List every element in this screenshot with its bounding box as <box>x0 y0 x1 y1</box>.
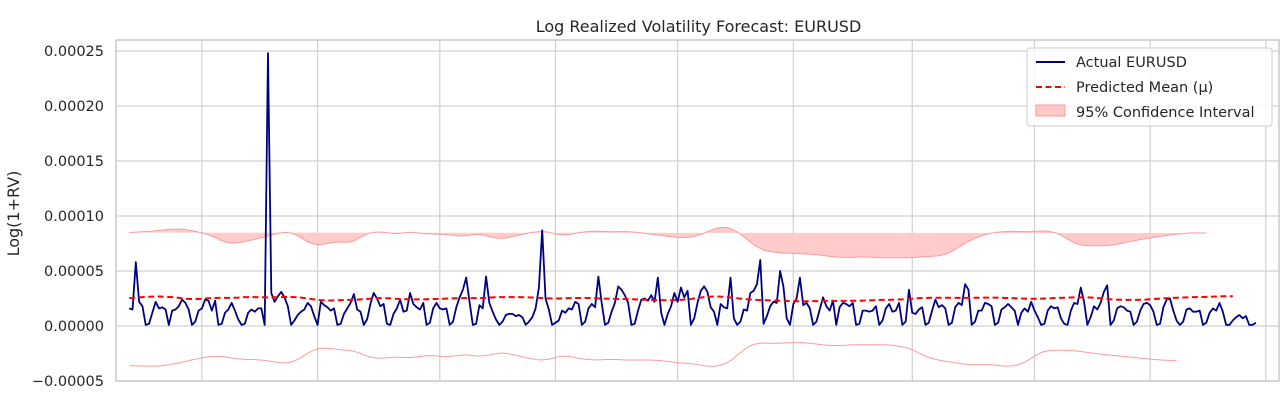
predicted-mean-line <box>129 295 1233 303</box>
legend-box <box>1026 47 1273 127</box>
y-axis-label: Log(1+RV) <box>4 171 23 257</box>
y-tick-label: −0.00005 <box>32 374 104 390</box>
y-tick-label: 0.00000 <box>44 319 104 335</box>
y-tick-label: 0.00010 <box>44 209 104 225</box>
chart-title: Log Realized Volatility Forecast: EURUSD <box>536 17 862 36</box>
confidence-lower-edge <box>129 342 1177 367</box>
legend: Actual EURUSD Predicted Mean (μ) 95% Con… <box>1026 47 1273 127</box>
legend-label-actual: Actual EURUSD <box>1076 55 1187 71</box>
actual-eurusd-line <box>128 52 1257 326</box>
confidence-upper-edge <box>129 226 1207 259</box>
confidence-interval-band <box>129 227 1207 258</box>
legend-swatch-band <box>1035 104 1066 117</box>
legend-label-band: 95% Confidence Interval <box>1076 105 1255 121</box>
grid-layer <box>116 40 1279 382</box>
y-tick-label: 0.00025 <box>44 44 104 60</box>
y-tick-label: 0.00015 <box>44 154 104 170</box>
confidence-band-layer <box>129 226 1207 367</box>
y-tick-label: 0.00020 <box>44 99 104 115</box>
legend-label-predicted: Predicted Mean (μ) <box>1076 80 1213 96</box>
series-line-layer <box>128 52 1257 326</box>
plot-frame <box>115 39 1280 382</box>
y-tick-labels: −0.00005 0.00000 0.00005 0.00010 0.00015 0.00… <box>32 44 104 390</box>
y-tick-label: 0.00005 <box>44 264 104 280</box>
